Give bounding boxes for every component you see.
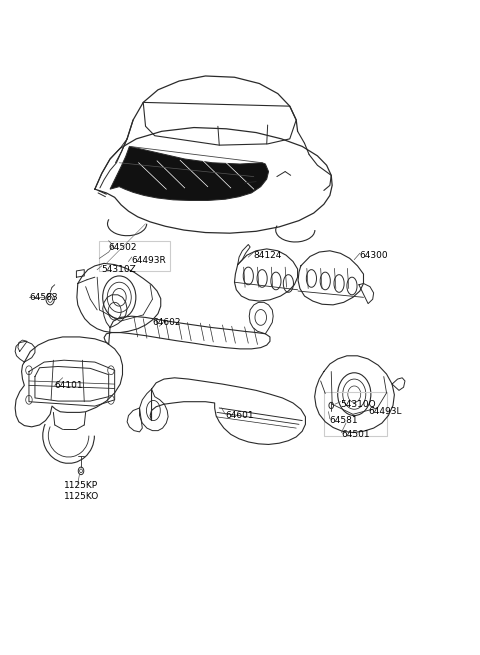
- Text: 64583: 64583: [29, 293, 58, 302]
- Text: 54310Q: 54310Q: [340, 400, 376, 409]
- Text: 64101: 64101: [55, 381, 84, 390]
- Bar: [324, 392, 387, 436]
- Text: 64502: 64502: [108, 242, 137, 252]
- Text: 64493R: 64493R: [132, 255, 167, 265]
- Text: 84124: 84124: [254, 251, 282, 259]
- Text: 64300: 64300: [360, 251, 388, 259]
- Text: 64493L: 64493L: [368, 407, 402, 417]
- Text: 64581: 64581: [330, 416, 359, 425]
- Bar: [99, 241, 170, 271]
- Text: 64501: 64501: [341, 430, 370, 439]
- Text: 54310Z: 54310Z: [102, 265, 136, 274]
- Text: 1125KP: 1125KP: [64, 481, 98, 491]
- Text: 1125KO: 1125KO: [64, 491, 99, 500]
- Text: 64602: 64602: [153, 318, 181, 327]
- Polygon shape: [110, 147, 269, 200]
- Text: 64601: 64601: [225, 411, 254, 420]
